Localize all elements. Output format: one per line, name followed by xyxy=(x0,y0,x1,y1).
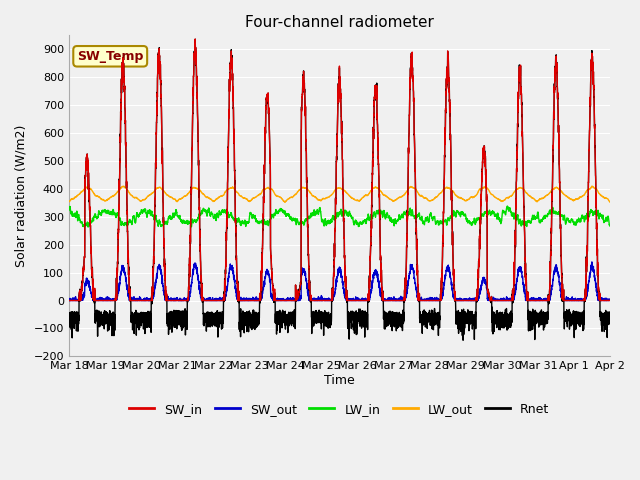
Legend: SW_in, SW_out, LW_in, LW_out, Rnet: SW_in, SW_out, LW_in, LW_out, Rnet xyxy=(125,398,554,420)
Title: Four-channel radiometer: Four-channel radiometer xyxy=(245,15,434,30)
X-axis label: Time: Time xyxy=(324,374,355,387)
Text: SW_Temp: SW_Temp xyxy=(77,50,143,63)
Y-axis label: Solar radiation (W/m2): Solar radiation (W/m2) xyxy=(15,125,28,267)
